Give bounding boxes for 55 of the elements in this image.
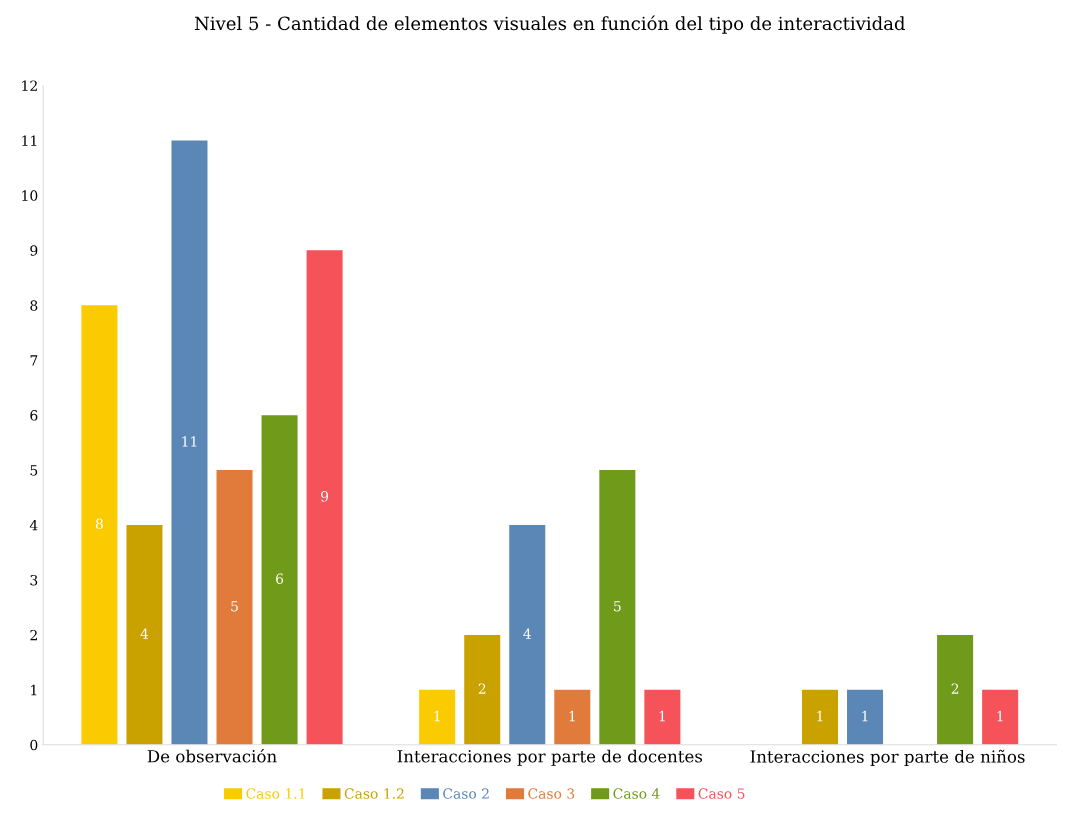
bar xyxy=(126,525,163,745)
bar xyxy=(644,689,681,745)
data-label: 2 xyxy=(951,683,959,694)
data-label: 1 xyxy=(817,710,823,722)
legend-label: Caso 1.1 xyxy=(246,788,305,799)
bar xyxy=(81,305,118,745)
data-label: 11 xyxy=(182,436,197,447)
y-tick-label: 1 xyxy=(31,684,37,696)
chart-title: Nivel 5 - Cantidad de elementos visuales en función del tipo de interactividad xyxy=(194,15,905,34)
x-tick-label: De observación xyxy=(147,749,277,763)
bar xyxy=(464,634,501,745)
y-tick-label: 4 xyxy=(29,520,38,531)
legend-label: Caso 3 xyxy=(528,788,575,799)
legend-label: Caso 1.2 xyxy=(344,788,404,799)
y-tick-label: 6 xyxy=(30,410,38,421)
bar xyxy=(599,470,636,745)
data-label: 1 xyxy=(659,710,665,722)
data-label: 2 xyxy=(478,683,486,694)
bar xyxy=(306,250,343,745)
y-tick-label: 3 xyxy=(30,574,38,586)
data-label: 8 xyxy=(95,518,103,530)
bar xyxy=(982,689,1019,745)
data-label: 4 xyxy=(523,628,531,639)
data-label: 5 xyxy=(231,601,238,612)
x-tick-label: Interacciones por parte de niños xyxy=(750,749,1025,767)
y-tick-label: 10 xyxy=(22,190,38,201)
legend-label: Caso 2 xyxy=(443,788,489,799)
legend-label: Caso 4 xyxy=(613,788,660,799)
data-label: 1 xyxy=(997,710,1003,722)
y-tick-label: 11 xyxy=(22,135,37,146)
bar xyxy=(509,525,546,745)
data-label: 1 xyxy=(569,710,575,722)
y-tick-label: 12 xyxy=(22,80,37,91)
y-tick-label: 8 xyxy=(30,300,38,311)
data-label: 1 xyxy=(434,710,440,722)
bar xyxy=(216,470,253,745)
legend-label: Caso 5 xyxy=(698,788,745,799)
x-tick-label: Interacciones por parte de docentes xyxy=(397,749,703,766)
data-label: 1 xyxy=(862,710,868,722)
y-tick-label: 5 xyxy=(30,465,38,476)
y-tick-label: 9 xyxy=(30,245,38,256)
data-label: 5 xyxy=(614,601,621,612)
bar xyxy=(171,140,208,745)
bar xyxy=(847,689,884,745)
y-tick-label: 0 xyxy=(30,739,38,751)
y-tick-label: 2 xyxy=(30,629,37,641)
bar xyxy=(937,634,974,745)
bar xyxy=(554,689,591,745)
data-label: 6 xyxy=(276,573,284,584)
bar xyxy=(801,689,839,745)
data-label: 9 xyxy=(321,491,329,502)
data-label: 4 xyxy=(140,628,149,639)
bar xyxy=(419,689,456,745)
bar xyxy=(261,415,298,745)
y-tick-label: 7 xyxy=(30,355,38,366)
